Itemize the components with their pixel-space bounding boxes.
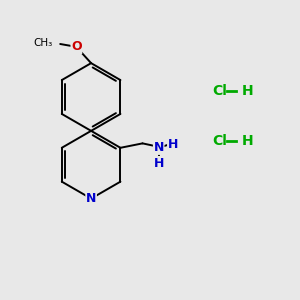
- Text: H: H: [241, 84, 253, 98]
- Text: N: N: [86, 192, 96, 205]
- Text: CH₃: CH₃: [34, 38, 53, 48]
- Text: Cl: Cl: [212, 134, 227, 148]
- Text: Cl: Cl: [212, 84, 227, 98]
- Text: H: H: [154, 157, 164, 169]
- Text: N: N: [154, 141, 164, 154]
- Text: H: H: [241, 134, 253, 148]
- Text: O: O: [71, 40, 82, 53]
- Text: H: H: [168, 138, 178, 151]
